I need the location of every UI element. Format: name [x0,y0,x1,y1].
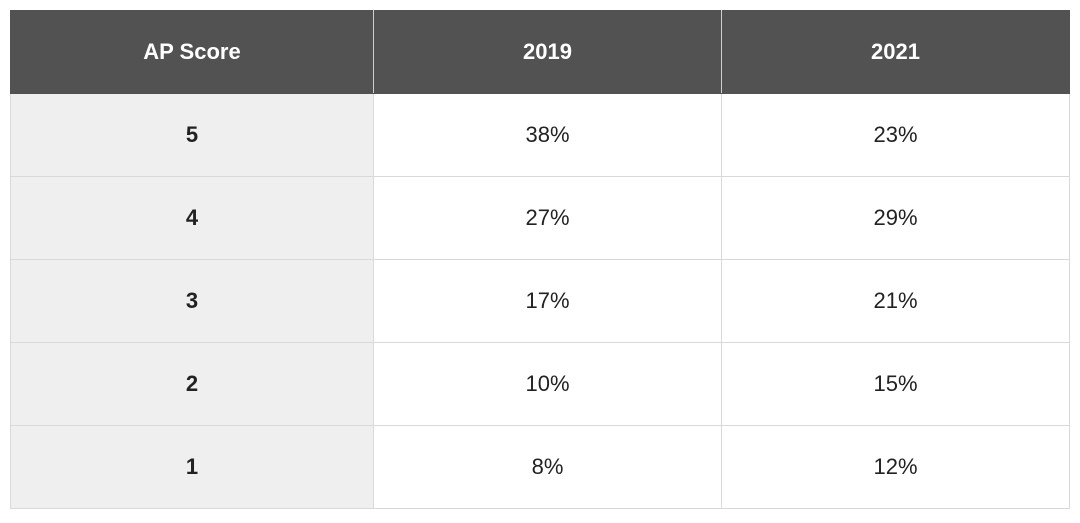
score-cell: 4 [10,176,374,260]
table-row: 5 38% 23% [10,93,1070,177]
score-cell: 1 [10,425,374,509]
header-row: AP Score 2019 2021 [10,10,1070,94]
score-table: AP Score 2019 2021 5 38% 23% 4 27% 29% 3 17% 21% 2 1… [10,10,1070,509]
header-cell: 2019 [373,10,722,94]
percent-cell: 17% [373,259,722,343]
table-row: 1 8% 12% [10,425,1070,509]
table-header: AP Score 2019 2021 [10,10,1070,94]
percent-cell: 15% [721,342,1070,426]
header-cell: AP Score [10,10,374,94]
score-cell: 2 [10,342,374,426]
score-cell: 3 [10,259,374,343]
percent-cell: 12% [721,425,1070,509]
percent-cell: 27% [373,176,722,260]
table-row: 3 17% 21% [10,259,1070,343]
percent-cell: 21% [721,259,1070,343]
percent-cell: 29% [721,176,1070,260]
table-body: 5 38% 23% 4 27% 29% 3 17% 21% 2 10% 15% 1 8% 12% [10,93,1070,509]
percent-cell: 10% [373,342,722,426]
percent-cell: 8% [373,425,722,509]
table-row: 4 27% 29% [10,176,1070,260]
percent-cell: 23% [721,93,1070,177]
table-row: 2 10% 15% [10,342,1070,426]
header-cell: 2021 [721,10,1070,94]
score-cell: 5 [10,93,374,177]
percent-cell: 38% [373,93,722,177]
